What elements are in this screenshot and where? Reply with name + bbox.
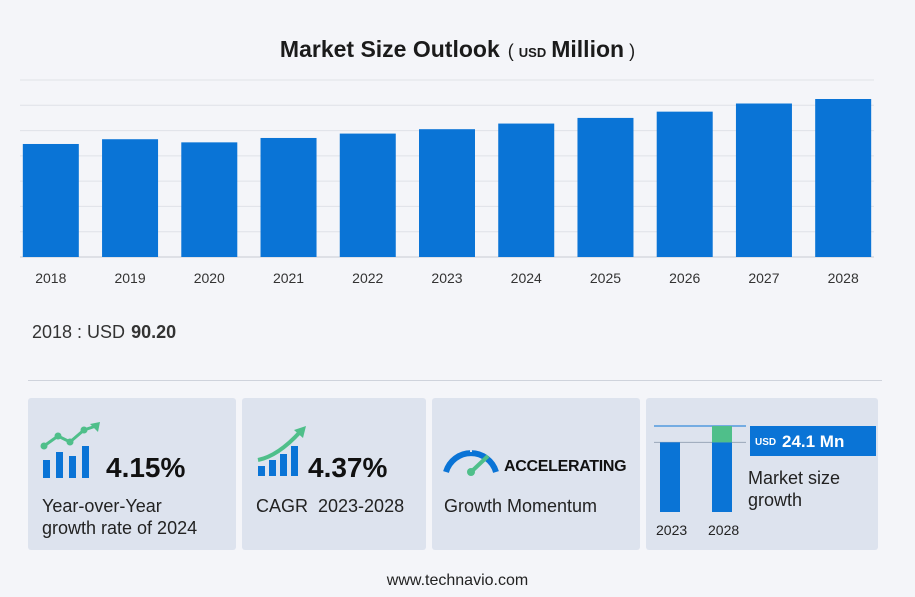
bar-2026 [656,111,713,258]
unit-prefix: ( [507,41,514,61]
mini-bar-2023 [660,442,680,512]
growth-badge: USD 24.1 Mn [750,426,876,456]
momentum-card: ACCELERATING Growth Momentum [432,398,640,550]
growth-desc-line2: growth [748,490,803,510]
bar-growth-icon [40,422,100,478]
tick-label-2027: 2027 [748,270,779,286]
bar-2020 [181,142,238,257]
yoy-card: 4.15% Year-over-Year growth rate of 2024 [28,398,236,550]
cagr-value: 4.37% [308,452,388,483]
chart-title-text: Market Size Outlook [279,36,500,62]
growth-badge-amount: 24.1 Mn [782,432,845,451]
bar-2018 [22,143,79,257]
tick-label-2026: 2026 [669,270,700,286]
tick-label-2021: 2021 [273,270,304,286]
growth-badge-usd: USD [755,437,777,448]
gauge-icon [443,448,499,476]
cagr-desc: CAGR 2023-2028 [256,496,405,516]
chart-unit: ( USD Million ) [507,36,636,62]
bar-chart: 2018 2019 2020 2021 2022 2023 2024 2025 2026 2027… [20,79,874,286]
base-year-amount: 90.20 [131,322,177,342]
bar-2019 [102,139,159,257]
bar-2023 [419,129,475,257]
bar-2021 [260,137,317,257]
base-year-value: 2018 : USD 90.20 [32,322,176,343]
unit-suffix: ) [629,41,636,61]
unit-main: Million [551,36,625,62]
divider [28,380,882,381]
tick-label-2024: 2024 [511,270,542,286]
bar-2024 [498,123,555,257]
trend-up-icon [257,426,306,476]
cagr-card: 4.37% CAGR 2023-2028 [242,398,426,550]
growth-year-b: 2028 [708,522,740,538]
growth-year-a: 2023 [656,522,688,538]
tick-label-2023: 2023 [431,270,462,286]
yoy-desc-line1: Year-over-Year [42,496,162,516]
bar-2025 [577,117,634,257]
growth-desc-line1: Market size [748,468,841,488]
tick-label-2028: 2028 [828,270,859,286]
footer-url: www.technavio.com [386,572,529,589]
tick-label-2022: 2022 [352,270,383,286]
tick-label-2018: 2018 [35,270,66,286]
yoy-desc-line2: growth rate of 2024 [42,518,198,538]
momentum-value: ACCELERATING [504,458,627,475]
bar-2028 [815,99,872,257]
mini-bar-2028-base [712,442,732,512]
growth-mini-chart [654,425,746,512]
unit-small: USD [518,45,547,60]
momentum-desc: Growth Momentum [444,496,598,516]
mini-bar-2028-growth [712,426,732,443]
yoy-value: 4.15% [106,452,186,483]
base-year-label: 2018 : USD [32,322,126,342]
tick-label-2019: 2019 [114,270,145,286]
chart-title: Market Size Outlook ( USD Million ) [0,36,915,63]
bar-2022 [339,133,396,257]
tick-label-2025: 2025 [590,270,621,286]
tick-label-2020: 2020 [194,270,225,286]
bar-2027 [735,103,792,257]
growth-card: Market size growth 2023 2028 [646,398,878,550]
